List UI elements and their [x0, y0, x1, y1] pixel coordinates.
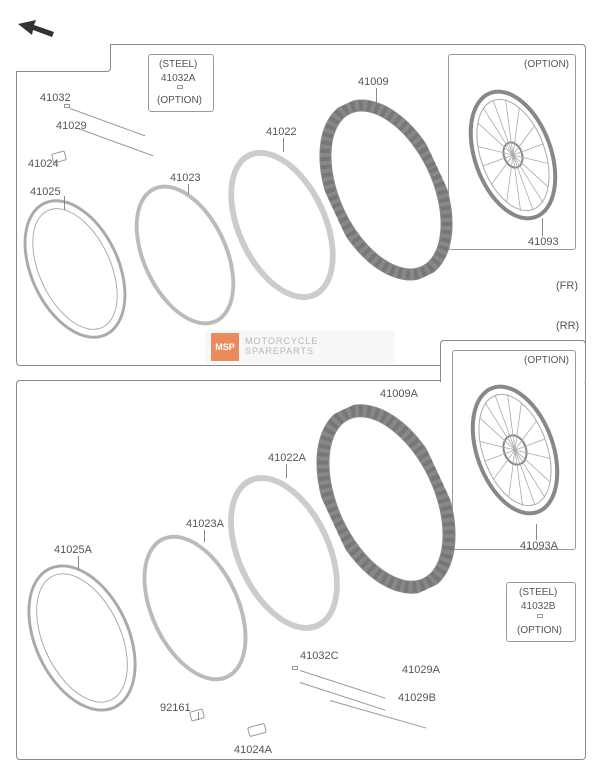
wheel-assy-rr-icon — [463, 379, 567, 521]
note-steel-a-top: (STEEL) — [159, 59, 197, 70]
option-box-wheel-rr: (OPTION) — [452, 350, 576, 550]
callout-rr-rim-lock: 41024A — [234, 744, 272, 756]
nipple-icon-fr — [177, 85, 183, 89]
callout-fr-spoke-outer: 41032 — [40, 92, 71, 104]
option-box-steel-fr: (STEEL) 41032A (OPTION) — [148, 54, 214, 112]
watermark-line2: SPAREPARTS — [245, 347, 318, 357]
note-steel-b-ref: 41032B — [521, 601, 555, 612]
leader-line — [78, 556, 79, 570]
callout-rr-wheel: 41093A — [520, 540, 558, 552]
callout-fr-tire: 41009 — [358, 76, 389, 88]
callout-fr-band: 41022 — [266, 126, 297, 138]
note-steel-b-top: (STEEL) — [519, 587, 557, 598]
leader-line — [204, 530, 205, 542]
option-box-steel-rr: (STEEL) 41032B (OPTION) — [506, 582, 576, 642]
callout-rr-tire: 41009A — [380, 388, 418, 400]
leader-line — [286, 464, 287, 478]
note-steel-b-bot: (OPTION) — [517, 625, 562, 636]
option-box-wheel-fr: (OPTION) — [448, 54, 576, 250]
callout-rr-spoke-nipple: 41029A — [402, 664, 440, 676]
exploded-diagram-root: (STEEL) 41032A (OPTION) (OPTION) — [0, 0, 600, 775]
leader-line — [188, 184, 189, 194]
note-wheel-fr-option: (OPTION) — [524, 59, 569, 70]
callout-rr-damper: 92161 — [160, 702, 191, 714]
label-fr: (FR) — [556, 280, 578, 292]
callout-fr-rim-lock: 41024 — [28, 158, 59, 170]
leader-line — [376, 88, 377, 102]
leader-line — [64, 196, 65, 210]
spoke-end-rr-icon — [292, 666, 298, 670]
callout-fr-tube: 41023 — [170, 172, 201, 184]
nipple-icon-rr — [537, 614, 543, 618]
callout-rr-spoke-inner: 41029B — [398, 692, 436, 704]
callout-rr-spoke-outer: 41032C — [300, 650, 339, 662]
note-wheel-rr-option: (OPTION) — [524, 355, 569, 366]
front-panel-notch — [16, 44, 111, 72]
leader-line — [198, 712, 199, 720]
callout-fr-rim: 41025 — [30, 186, 61, 198]
leader-line — [542, 218, 543, 236]
callout-rr-band: 41022A — [268, 452, 306, 464]
leader-line — [283, 138, 284, 152]
callout-fr-wheel: 41093 — [528, 236, 559, 248]
note-steel-a-ref: 41032A — [161, 73, 195, 84]
watermark-badge: MSP MOTORCYCLE SPAREPARTS — [205, 330, 395, 364]
callout-rr-rim: 41025A — [54, 544, 92, 556]
watermark-icon: MSP — [211, 333, 239, 361]
callout-rr-tube: 41023A — [186, 518, 224, 530]
label-rr: (RR) — [556, 320, 579, 332]
note-steel-a-bot: (OPTION) — [157, 95, 202, 106]
spoke-nipple-fr-icon — [64, 104, 70, 108]
wheel-assy-fr-icon — [461, 85, 565, 225]
leader-line — [536, 524, 537, 540]
orientation-arrow-icon — [18, 20, 54, 43]
callout-fr-spoke-inner: 41029 — [56, 120, 87, 132]
watermark-text: MOTORCYCLE SPAREPARTS — [245, 337, 318, 357]
